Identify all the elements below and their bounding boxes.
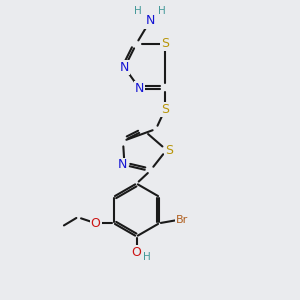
Text: N: N bbox=[117, 158, 127, 172]
Text: H: H bbox=[158, 5, 166, 16]
Text: N: N bbox=[120, 61, 129, 74]
Text: S: S bbox=[161, 103, 169, 116]
Text: S: S bbox=[161, 37, 169, 50]
Text: N: N bbox=[145, 14, 155, 28]
Text: S: S bbox=[166, 143, 173, 157]
Text: N: N bbox=[135, 82, 144, 95]
Text: H: H bbox=[134, 5, 142, 16]
Text: O: O bbox=[91, 217, 100, 230]
Text: O: O bbox=[132, 246, 141, 260]
Text: H: H bbox=[143, 252, 151, 262]
Text: Br: Br bbox=[176, 215, 188, 225]
